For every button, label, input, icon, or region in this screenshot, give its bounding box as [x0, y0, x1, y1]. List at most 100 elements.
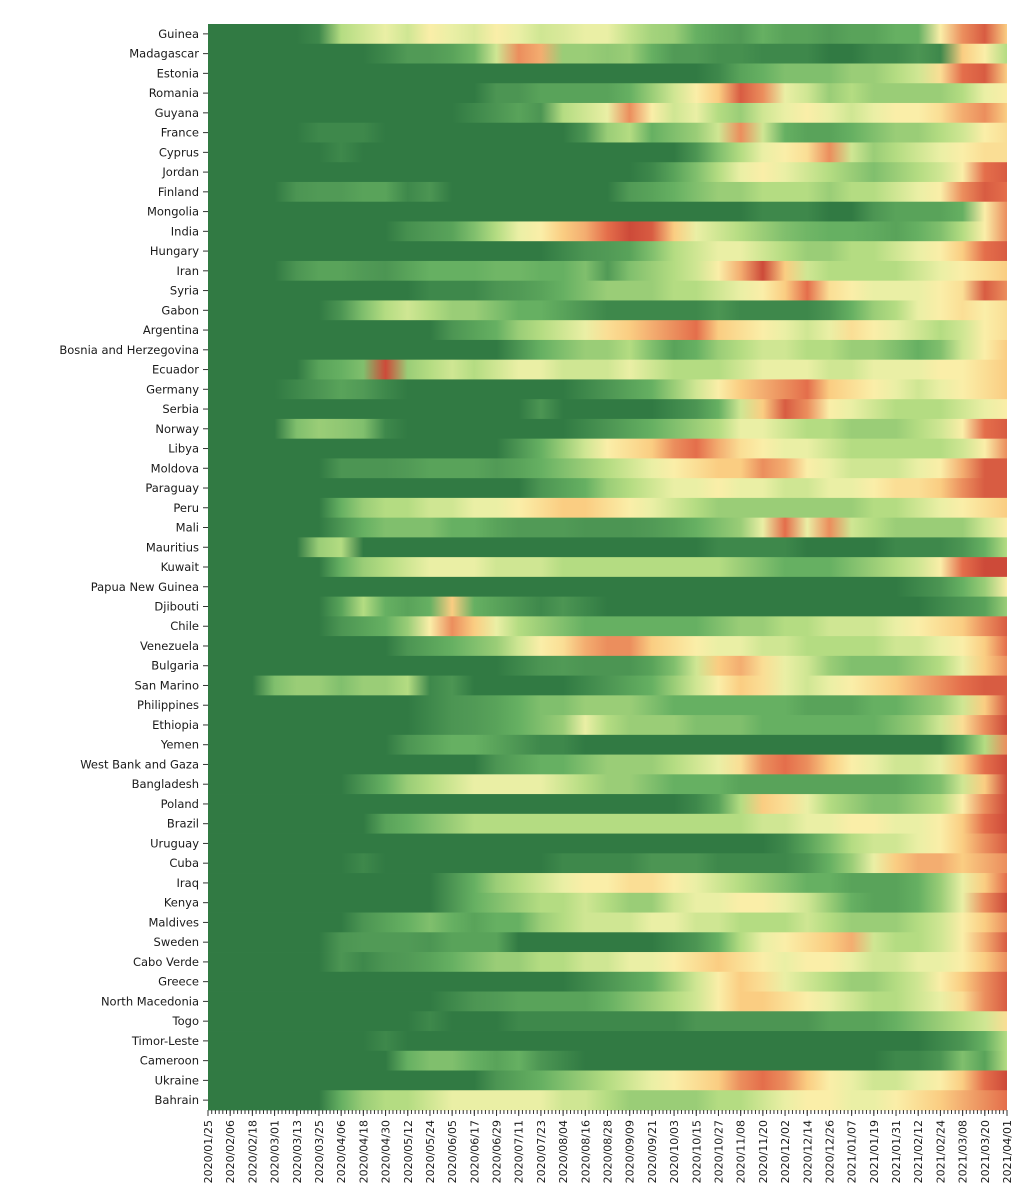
x-axis: 2020/01/25 2020/02/06 2020/02/18 2020/03/01… [202, 1110, 1014, 1183]
country-label: Hungary [150, 244, 199, 258]
heatmap-row [208, 1011, 1007, 1032]
date-label: 2020/04/18 [357, 1120, 370, 1183]
heatmap-row [208, 991, 1007, 1012]
country-label: Bangladesh [132, 777, 199, 791]
heatmap-row [208, 892, 1007, 913]
heatmap-row [208, 774, 1007, 795]
date-label: 2021/03/08 [957, 1120, 970, 1183]
country-label: Estonia [157, 66, 199, 80]
heatmap-row [208, 952, 1007, 973]
date-label: 2020/10/15 [690, 1120, 703, 1183]
heatmap-row [208, 576, 1007, 598]
country-label: Germany [146, 382, 199, 396]
heatmap-row [208, 853, 1007, 874]
date-label: 2020/07/23 [535, 1120, 548, 1183]
date-label: 2021/04/01 [1001, 1120, 1014, 1183]
heatmap-row [208, 655, 1007, 676]
country-label: Bahrain [155, 1093, 199, 1107]
date-label: 2020/12/02 [779, 1120, 792, 1183]
date-label: 2020/05/12 [402, 1120, 415, 1183]
heatmap-row [208, 280, 1007, 301]
heatmap-row [208, 83, 1007, 104]
heatmap-row [208, 24, 1007, 45]
country-label: Mongolia [147, 205, 199, 219]
country-label: Kuwait [161, 560, 200, 574]
date-label: 2020/01/25 [202, 1120, 215, 1183]
date-label: 2020/03/13 [291, 1120, 304, 1183]
country-label: Serbia [162, 402, 199, 416]
heatmap-row [208, 794, 1007, 815]
country-label: Cameroon [140, 1054, 199, 1068]
country-label: West Bank and Gaza [80, 757, 199, 771]
country-label: Madagascar [129, 47, 199, 61]
country-label: Syria [170, 284, 199, 298]
date-label: 2021/01/31 [890, 1120, 903, 1183]
heatmap-row [208, 517, 1007, 538]
heatmap-row [208, 201, 1007, 222]
country-label: France [161, 126, 199, 140]
date-label: 2021/01/07 [846, 1120, 859, 1183]
country-label: Finland [158, 185, 199, 199]
country-label: Maldives [148, 915, 199, 929]
heatmap-row [208, 1070, 1007, 1091]
date-label: 2020/05/24 [424, 1120, 437, 1183]
country-label: Ukraine [155, 1073, 199, 1087]
date-label: 2020/02/18 [246, 1120, 259, 1183]
date-label: 2020/10/03 [668, 1120, 681, 1183]
country-label: Iran [177, 264, 199, 278]
country-label: Yemen [160, 738, 199, 752]
date-label: 2020/06/05 [446, 1120, 459, 1183]
country-label: Jordan [161, 165, 199, 179]
country-label: Greece [158, 975, 199, 989]
heatmap-row [208, 181, 1007, 203]
heatmap-row [208, 260, 1007, 282]
date-label: 2020/12/26 [823, 1120, 836, 1183]
country-label: Brazil [167, 817, 199, 831]
heatmap-row [208, 142, 1007, 163]
country-label: Chile [170, 619, 199, 633]
date-label: 2020/03/25 [313, 1120, 326, 1183]
country-label: Libya [168, 442, 199, 456]
country-label: Guyana [155, 106, 199, 120]
date-label: 2020/09/09 [624, 1120, 637, 1183]
heatmap-row [208, 616, 1007, 637]
heatmap-row [208, 458, 1007, 479]
country-label: Djibouti [154, 599, 199, 613]
heatmap-row [208, 63, 1007, 84]
heatmap-row [208, 320, 1007, 341]
country-label: Moldova [151, 461, 199, 475]
heatmap-row [208, 399, 1007, 420]
heatmap-row [208, 833, 1007, 854]
heatmap-row [208, 675, 1007, 696]
heatmap-row [208, 537, 1007, 558]
heatmap-row [208, 813, 1007, 834]
heatmap-row [208, 478, 1007, 499]
country-label: Norway [155, 422, 199, 436]
heatmap-row [208, 379, 1007, 400]
country-label: Mali [176, 521, 199, 535]
country-label: Venezuela [140, 639, 199, 653]
date-label: 2020/08/16 [579, 1120, 592, 1183]
heatmap-row [208, 715, 1007, 736]
heatmap-row [208, 221, 1007, 242]
heatmap-row [208, 1050, 1007, 1071]
heatmap-row [208, 557, 1007, 578]
heatmap-row [208, 596, 1007, 617]
date-label: 2021/01/19 [868, 1120, 881, 1183]
country-label: Bosnia and Herzegovina [59, 343, 199, 357]
country-label: Cyprus [159, 145, 199, 159]
country-label: Cabo Verde [133, 955, 199, 969]
country-label: Togo [172, 1014, 199, 1028]
country-label: Mauritius [146, 540, 199, 554]
heatmap-row [208, 122, 1007, 143]
heatmap-row [208, 300, 1007, 321]
heatmap-row [208, 241, 1007, 262]
date-label: 2020/11/20 [757, 1120, 770, 1183]
heatmap-row [208, 932, 1007, 953]
country-label: India [171, 224, 199, 238]
country-label: Iraq [177, 876, 199, 890]
heatmap-row [208, 339, 1007, 361]
country-label: Papua New Guinea [91, 580, 199, 594]
heatmap-row [208, 1031, 1007, 1052]
country-label: Poland [161, 797, 199, 811]
